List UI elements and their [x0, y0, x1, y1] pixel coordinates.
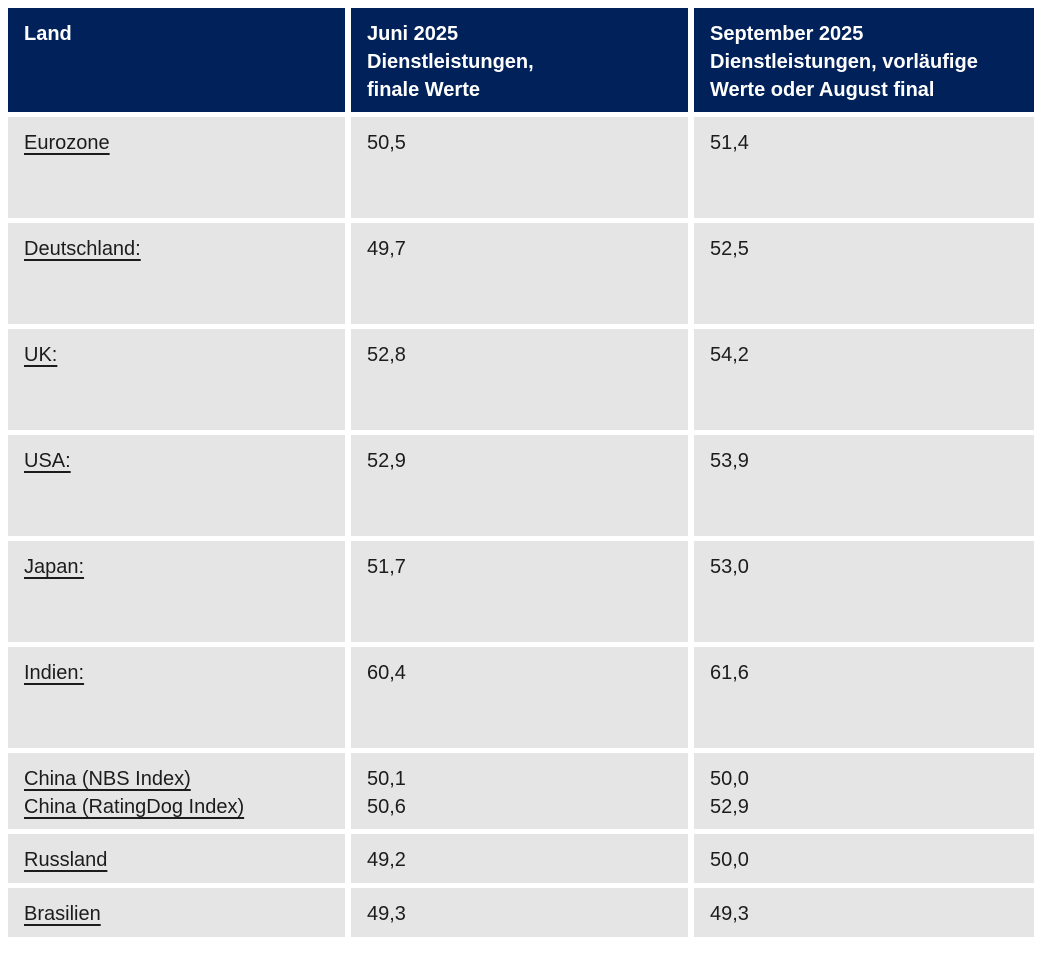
- country-cell-indien: Indien:: [8, 647, 345, 748]
- header-cell-september-2025: September 2025 Dienstleistungen, vorläuf…: [694, 8, 1034, 112]
- value-juni-uk: 52,8: [351, 329, 688, 430]
- value-juni-russland: 49,2: [351, 834, 688, 883]
- value-juni-deutschland: 49,7: [351, 223, 688, 324]
- value-cell-september-china: 50,0 52,9: [694, 753, 1034, 829]
- country-cell-japan: Japan:: [8, 541, 345, 642]
- country-link-japan[interactable]: Japan:: [24, 556, 85, 578]
- value-september-china-nbs: 50,0: [710, 768, 749, 790]
- country-link-china-ratingdog[interactable]: China (RatingDog Index): [24, 796, 245, 818]
- country-cell-usa: USA:: [8, 435, 345, 536]
- value-september-deutschland: 52,5: [694, 223, 1034, 324]
- value-juni-japan: 51,7: [351, 541, 688, 642]
- country-link-brasilien[interactable]: Brasilien: [24, 903, 101, 925]
- value-september-usa: 53,9: [694, 435, 1034, 536]
- value-september-china-ratingdog: 52,9: [710, 796, 749, 818]
- country-link-china-nbs[interactable]: China (NBS Index): [24, 768, 191, 790]
- country-link-deutschland[interactable]: Deutschland:: [24, 238, 141, 260]
- value-juni-indien: 60,4: [351, 647, 688, 748]
- country-link-usa[interactable]: USA:: [24, 450, 71, 472]
- country-link-eurozone[interactable]: Eurozone: [24, 132, 110, 154]
- country-cell-china: China (NBS Index) China (RatingDog Index…: [8, 753, 345, 829]
- value-juni-brasilien: 49,3: [351, 888, 688, 937]
- country-cell-eurozone: Eurozone: [8, 117, 345, 218]
- country-cell-brasilien: Brasilien: [8, 888, 345, 937]
- value-september-japan: 53,0: [694, 541, 1034, 642]
- value-september-brasilien: 49,3: [694, 888, 1034, 937]
- value-september-uk: 54,2: [694, 329, 1034, 430]
- value-juni-usa: 52,9: [351, 435, 688, 536]
- value-juni-china-ratingdog: 50,6: [367, 796, 406, 818]
- value-september-eurozone: 51,4: [694, 117, 1034, 218]
- value-september-indien: 61,6: [694, 647, 1034, 748]
- country-link-indien[interactable]: Indien:: [24, 662, 85, 684]
- value-cell-juni-china: 50,1 50,6: [351, 753, 688, 829]
- country-cell-russland: Russland: [8, 834, 345, 883]
- country-link-russland[interactable]: Russland: [24, 849, 108, 871]
- value-september-russland: 50,0: [694, 834, 1034, 883]
- value-juni-china-nbs: 50,1: [367, 768, 406, 790]
- header-cell-land: Land: [8, 8, 345, 112]
- header-cell-juni-2025: Juni 2025 Dienstleistungen, finale Werte: [351, 8, 688, 112]
- pmi-services-table: Land Juni 2025 Dienstleistungen, finale …: [8, 8, 1034, 937]
- country-cell-deutschland: Deutschland:: [8, 223, 345, 324]
- country-cell-uk: UK:: [8, 329, 345, 430]
- country-link-uk[interactable]: UK:: [24, 344, 58, 366]
- value-juni-eurozone: 50,5: [351, 117, 688, 218]
